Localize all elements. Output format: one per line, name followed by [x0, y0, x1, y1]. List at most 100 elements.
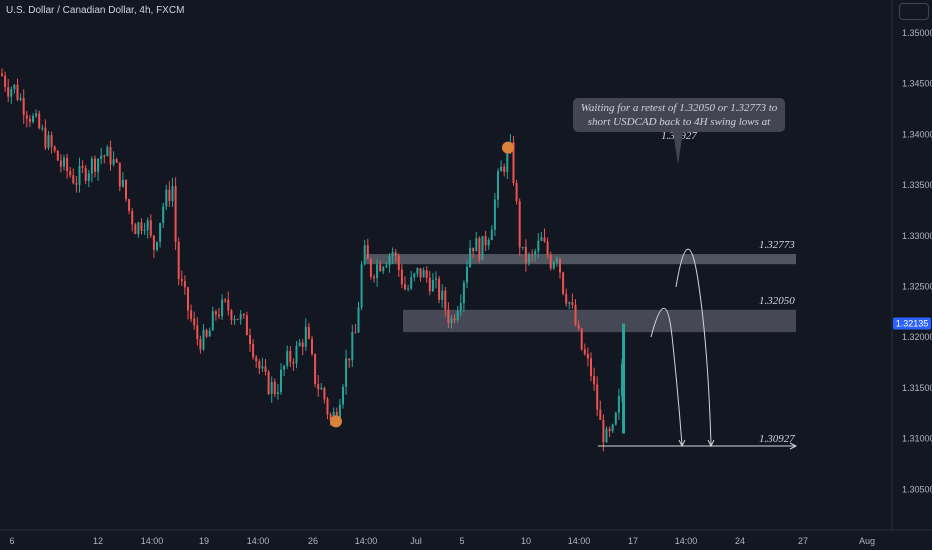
candle-body	[617, 395, 620, 413]
candle-body	[320, 387, 323, 390]
candle-body	[515, 182, 518, 202]
candle-body	[7, 87, 10, 97]
candle-body	[28, 118, 31, 122]
candle-body	[314, 353, 317, 384]
callout-line-1: Waiting for a retest of 1.32050 or 1.327…	[580, 102, 778, 114]
symbol-title[interactable]: U.S. Dollar / Canadian Dollar, 4h, FXCM	[6, 5, 185, 16]
candle-body	[264, 366, 267, 372]
zones-layer	[366, 254, 796, 333]
candle-body	[221, 299, 224, 317]
candle-body	[357, 307, 360, 333]
candle-body	[301, 342, 304, 347]
candle-body	[196, 325, 199, 340]
time-tick-label: 17	[628, 536, 638, 546]
price-tick-label: 1.32500	[902, 282, 932, 292]
candle-body	[574, 304, 577, 326]
candle-body	[614, 412, 617, 425]
candle-body	[156, 242, 158, 251]
candle-body	[416, 268, 419, 274]
candle-body	[252, 343, 255, 358]
candle-body	[577, 325, 580, 329]
candle-body	[456, 310, 459, 321]
candle-body	[351, 332, 354, 361]
candle-body	[338, 404, 341, 418]
candle-body	[497, 171, 499, 200]
candle-body	[335, 411, 338, 418]
candle-body	[1, 73, 3, 76]
candle-body	[255, 357, 258, 362]
candle-body	[521, 246, 524, 248]
price-tick-label: 1.30500	[902, 484, 932, 494]
candle-body	[292, 361, 295, 364]
level-label-1-30927: 1.30927	[759, 433, 795, 445]
candle-body	[66, 157, 69, 172]
candle-body	[531, 254, 534, 256]
candle-body	[19, 98, 22, 100]
candle-body	[50, 135, 53, 147]
candle-body	[143, 229, 146, 231]
candle-body	[258, 361, 261, 369]
candle-body	[208, 330, 211, 337]
candle-body	[56, 150, 59, 161]
candle-body	[407, 288, 410, 290]
candle-body	[379, 264, 382, 272]
candle-body	[146, 220, 149, 230]
candle-body	[481, 236, 484, 261]
candle-body	[385, 265, 388, 268]
candle-body	[360, 264, 363, 308]
candle-body	[534, 251, 537, 255]
candle-body	[233, 318, 236, 321]
price-axis[interactable]: 1.35000 1.34500 1.34000 1.33500 1.33000 1.325…	[893, 28, 932, 494]
candle-body	[348, 358, 351, 361]
candle-body	[552, 262, 555, 269]
candle-body	[549, 254, 552, 269]
swing-high-marker	[502, 141, 514, 154]
candle-body	[112, 159, 115, 165]
candle-body	[53, 146, 56, 151]
callout-box: Waiting for a retest of 1.32050 or 1.327…	[573, 98, 785, 142]
price-tick-label: 1.32000	[902, 332, 932, 342]
candle-body	[94, 158, 96, 172]
candle-body	[81, 166, 84, 168]
price-tick-label: 1.33000	[902, 231, 932, 241]
candle-body	[404, 284, 406, 290]
candle-body	[289, 351, 292, 362]
projection-curve-2	[675, 248, 712, 446]
candle-body	[84, 167, 87, 181]
callout-tail	[673, 131, 683, 165]
current-price-label: 1.32135	[896, 319, 929, 329]
price-tick-label: 1.33500	[902, 180, 932, 190]
candle-body	[565, 293, 568, 304]
time-axis[interactable]: 6 12 14:00 19 14:00 26 14:00 Jul 5 10 14:00 17 14:00…	[9, 536, 875, 546]
candle-body	[543, 237, 546, 242]
candle-body	[435, 278, 437, 280]
candle-body	[524, 246, 527, 263]
candle-body	[441, 290, 444, 300]
candle-body	[47, 135, 50, 148]
candle-body	[506, 151, 509, 172]
candle-body	[25, 114, 28, 119]
candle-body	[224, 299, 227, 301]
candle-body	[419, 268, 422, 278]
candle-body	[540, 237, 543, 241]
candle-body	[159, 222, 162, 243]
candle-body	[100, 155, 103, 159]
candle-body	[326, 399, 329, 415]
candle-body	[149, 220, 152, 236]
candle-body	[162, 206, 165, 223]
candle-body	[537, 240, 540, 252]
candle-body	[304, 326, 307, 347]
candle-body	[128, 199, 131, 211]
candle-body	[518, 201, 521, 248]
candle-body	[410, 277, 413, 289]
candle-body	[125, 179, 127, 200]
time-tick-label: 26	[308, 536, 318, 546]
candle-body	[546, 241, 549, 255]
candle-body	[599, 409, 602, 420]
candle-body	[342, 386, 344, 405]
top-right-button[interactable]	[899, 3, 929, 20]
candle-body	[227, 299, 230, 311]
candle-body	[562, 272, 565, 294]
candle-body	[187, 287, 189, 311]
